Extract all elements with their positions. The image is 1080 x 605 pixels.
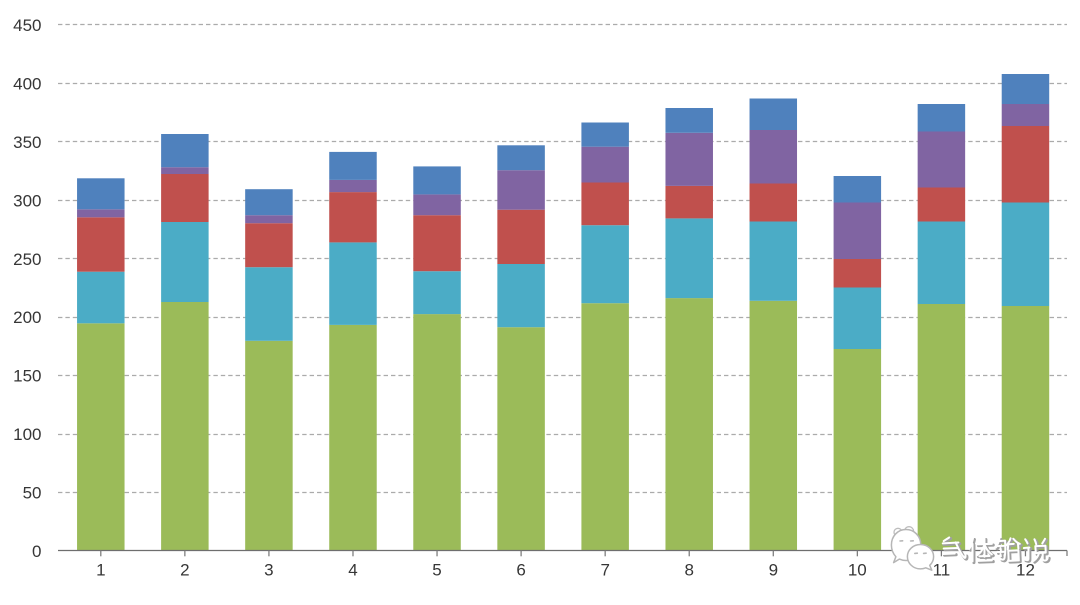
svg-text:2: 2 — [180, 561, 189, 580]
svg-text:150: 150 — [13, 367, 41, 386]
svg-text:1: 1 — [96, 561, 105, 580]
svg-text:100: 100 — [13, 425, 41, 444]
svg-text:10: 10 — [848, 561, 867, 580]
svg-text:300: 300 — [13, 191, 41, 210]
svg-text:250: 250 — [13, 250, 41, 269]
svg-text:12: 12 — [1016, 561, 1035, 580]
svg-text:5: 5 — [432, 561, 441, 580]
svg-text:200: 200 — [13, 308, 41, 327]
svg-text:6: 6 — [516, 561, 525, 580]
svg-text:11: 11 — [933, 561, 951, 580]
svg-text:7: 7 — [600, 561, 609, 580]
svg-text:9: 9 — [769, 561, 778, 580]
svg-text:450: 450 — [13, 16, 41, 35]
svg-text:350: 350 — [13, 133, 41, 152]
svg-text:50: 50 — [23, 484, 42, 503]
svg-text:400: 400 — [13, 74, 41, 93]
svg-text:3: 3 — [264, 561, 273, 580]
svg-text:4: 4 — [348, 561, 357, 580]
svg-text:8: 8 — [684, 561, 693, 580]
svg-text:0: 0 — [32, 542, 41, 561]
